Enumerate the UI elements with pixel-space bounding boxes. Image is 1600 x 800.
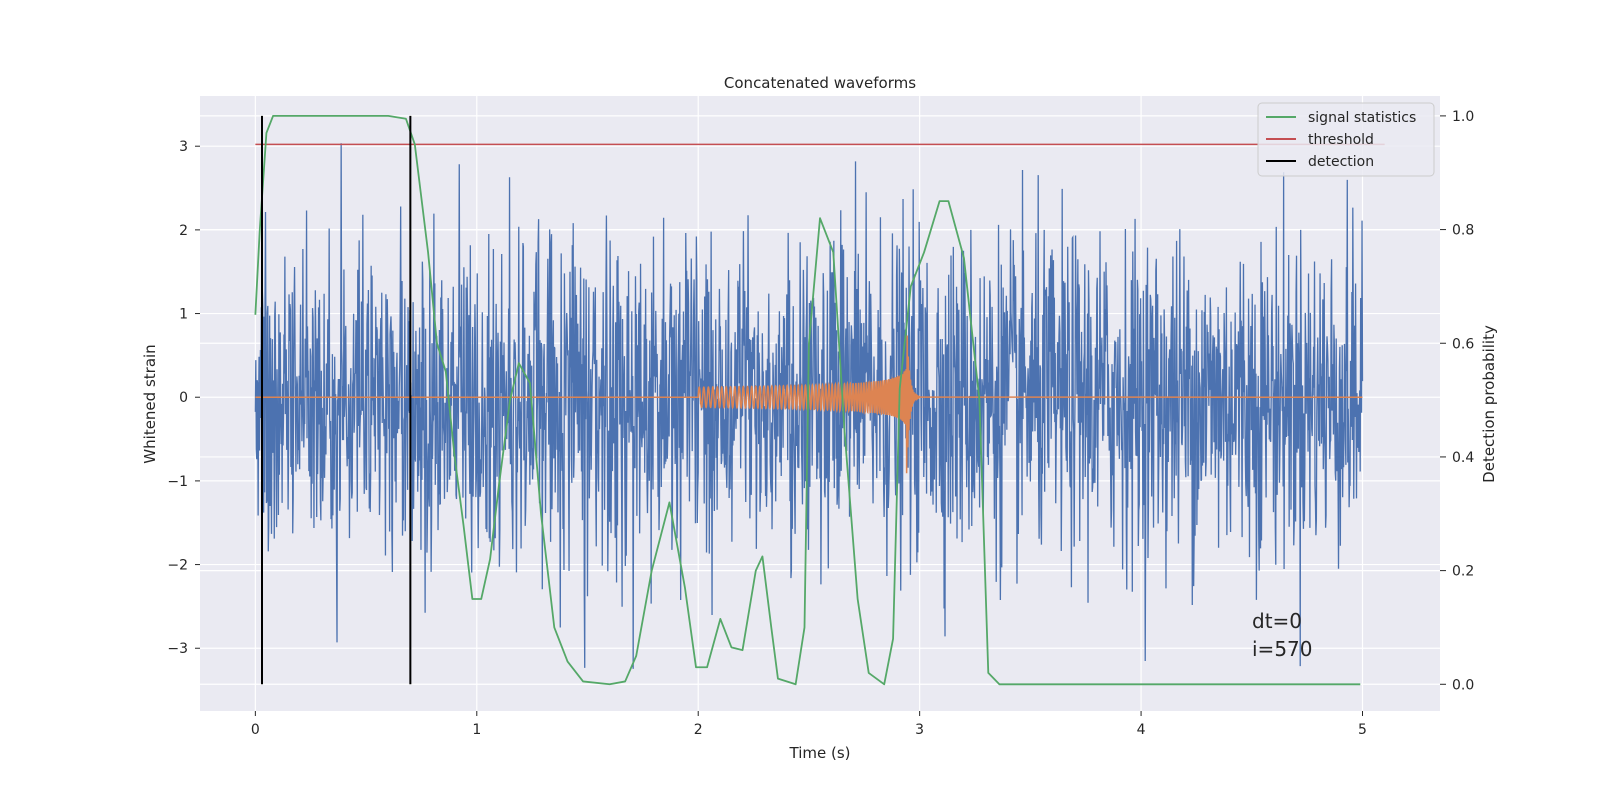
y-tick-label-right: 0.8: [1452, 223, 1474, 239]
annotation: dt=0 i=570: [1252, 609, 1313, 661]
y-tick-label-right: 0.2: [1452, 564, 1474, 580]
y-tick-label-right: 1.0: [1452, 109, 1474, 125]
x-tick-label: 5: [1358, 722, 1367, 738]
y-tick-label-left: 2: [179, 223, 188, 239]
y-tick-label-left: 0: [179, 390, 188, 406]
y-tick-label-left: −1: [167, 474, 188, 490]
ticks: 0 1 2 3 4 5 −3 −2 −1 0 1 2 3 0.0 0.2 0.4 0.6 0.8 1.0: [167, 109, 1474, 738]
y-axis-label-left: Whitened strain: [141, 344, 159, 463]
annotation-dt: dt=0: [1252, 609, 1302, 633]
series-layer: [254, 114, 1385, 686]
legend-label-threshold: threshold: [1308, 132, 1374, 148]
x-tick-label: 0: [251, 722, 260, 738]
y-tick-label-right: 0.0: [1452, 677, 1474, 693]
y-tick-label-right: 0.6: [1452, 336, 1474, 352]
legend: signal statistics threshold detection: [1257, 102, 1435, 177]
y-tick-label-left: 3: [179, 139, 188, 155]
signal-statistics-line: [254, 114, 1361, 686]
y-tick-label-left: −2: [167, 558, 188, 574]
x-axis-label: Time (s): [789, 744, 851, 762]
legend-box: [1257, 102, 1435, 177]
y-tick-label-right: 0.4: [1452, 450, 1474, 466]
legend-label-signal: signal statistics: [1308, 110, 1416, 126]
legend-label-detection: detection: [1308, 154, 1374, 170]
y-tick-label-left: 1: [179, 307, 188, 323]
strain-series-line: [254, 143, 1364, 669]
x-tick-label: 2: [694, 722, 703, 738]
x-tick-label: 4: [1137, 722, 1146, 738]
annotation-i: i=570: [1252, 637, 1313, 661]
x-tick-label: 3: [915, 722, 924, 738]
x-tick-label: 1: [472, 722, 481, 738]
y-axis-label-right: Detection probability: [1480, 325, 1498, 483]
chart-title: Concatenated waveforms: [724, 74, 916, 92]
y-tick-label-left: −3: [167, 641, 188, 657]
